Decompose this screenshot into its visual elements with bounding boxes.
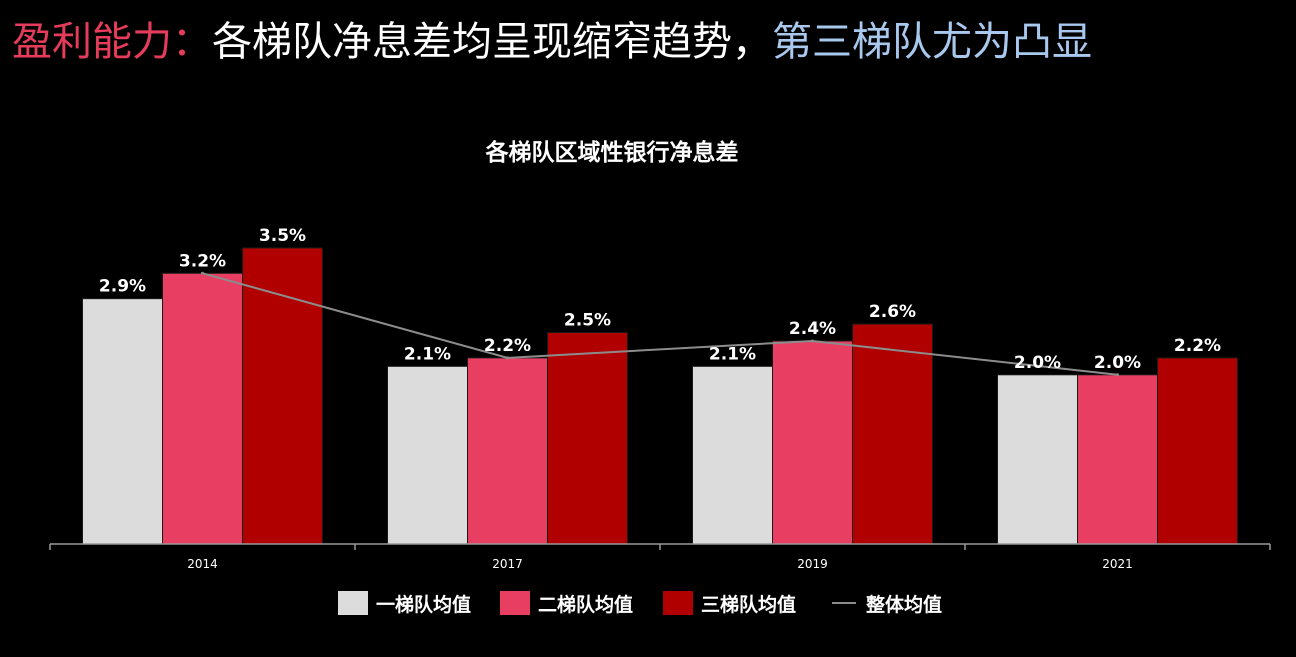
- data-label-3-2019: 2.6%: [869, 302, 916, 322]
- bars: [82, 247, 1238, 545]
- overall-point-2014: [201, 271, 204, 275]
- headline-main: 各梯队净息差均呈现缩窄趋势，: [212, 19, 772, 65]
- data-label-3-2017: 2.5%: [564, 311, 611, 331]
- data-label-2-2021: 2.0%: [1094, 353, 1141, 373]
- overall-average-line: [202, 272, 1118, 376]
- data-label-1-2017: 2.1%: [404, 344, 451, 364]
- bar-3-2017: [547, 332, 628, 545]
- bar-2-2014: [162, 272, 243, 545]
- bar-2-2017: [467, 357, 548, 545]
- x-tick-label-2017: 2017: [492, 557, 523, 571]
- data-label-1-2014: 2.9%: [99, 277, 146, 297]
- bar-3-2014: [242, 247, 323, 545]
- overall-point-2017: [506, 356, 509, 360]
- bar-1-2014: [82, 298, 163, 545]
- legend-swatch-1: [338, 591, 368, 615]
- legend-swatch-2: [500, 591, 530, 615]
- legend-label-1: 一梯队均值: [376, 593, 471, 616]
- legend-label-2: 二梯队均值: [538, 593, 633, 616]
- data-label-2-2019: 2.4%: [789, 319, 836, 339]
- data-label-2-2014: 3.2%: [179, 251, 226, 271]
- legend-label-4: 整体均值: [866, 593, 942, 616]
- bar-3-2021: [1157, 357, 1238, 545]
- overall-point-2019: [811, 339, 814, 343]
- headline-keyword: 盈利能力：: [12, 19, 212, 65]
- headline-highlight: 第三梯队尤为凸显: [772, 19, 1092, 65]
- x-tick-label-2021: 2021: [1102, 557, 1133, 571]
- bar-3-2019: [852, 323, 933, 545]
- x-axis: 2014 2017 2019 2021: [49, 543, 1271, 571]
- chart-title: 各梯队区域性银行净息差: [485, 139, 739, 166]
- legend-label-3: 三梯队均值: [701, 593, 796, 616]
- legend-swatch-3: [663, 591, 693, 615]
- x-tick-label-2019: 2019: [797, 557, 828, 571]
- bar-2-2019: [772, 340, 853, 545]
- bar-1-2017: [387, 365, 468, 545]
- overall-line-series: [201, 271, 1119, 377]
- x-tick-label-2014: 2014: [187, 557, 218, 571]
- headline: 盈利能力：各梯队净息差均呈现缩窄趋势，第三梯队尤为凸显: [12, 14, 1092, 70]
- data-label-3-2014: 3.5%: [259, 226, 306, 246]
- bar-1-2019: [692, 365, 773, 545]
- data-label-1-2021: 2.0%: [1014, 353, 1061, 373]
- bar-2-2021: [1077, 374, 1158, 545]
- data-labels: 2.9% 3.2% 3.5% 2.1% 2.2% 2.5% 2.1% 2.4% 2.6% 2.0%…: [99, 226, 1221, 373]
- data-label-3-2021: 2.2%: [1174, 336, 1221, 356]
- overall-point-2021: [1116, 373, 1119, 377]
- legend: 一梯队均值 二梯队均值 三梯队均值 整体均值: [338, 591, 942, 616]
- bar-1-2021: [997, 374, 1078, 545]
- data-label-2-2017: 2.2%: [484, 336, 531, 356]
- data-label-1-2019: 2.1%: [709, 344, 756, 364]
